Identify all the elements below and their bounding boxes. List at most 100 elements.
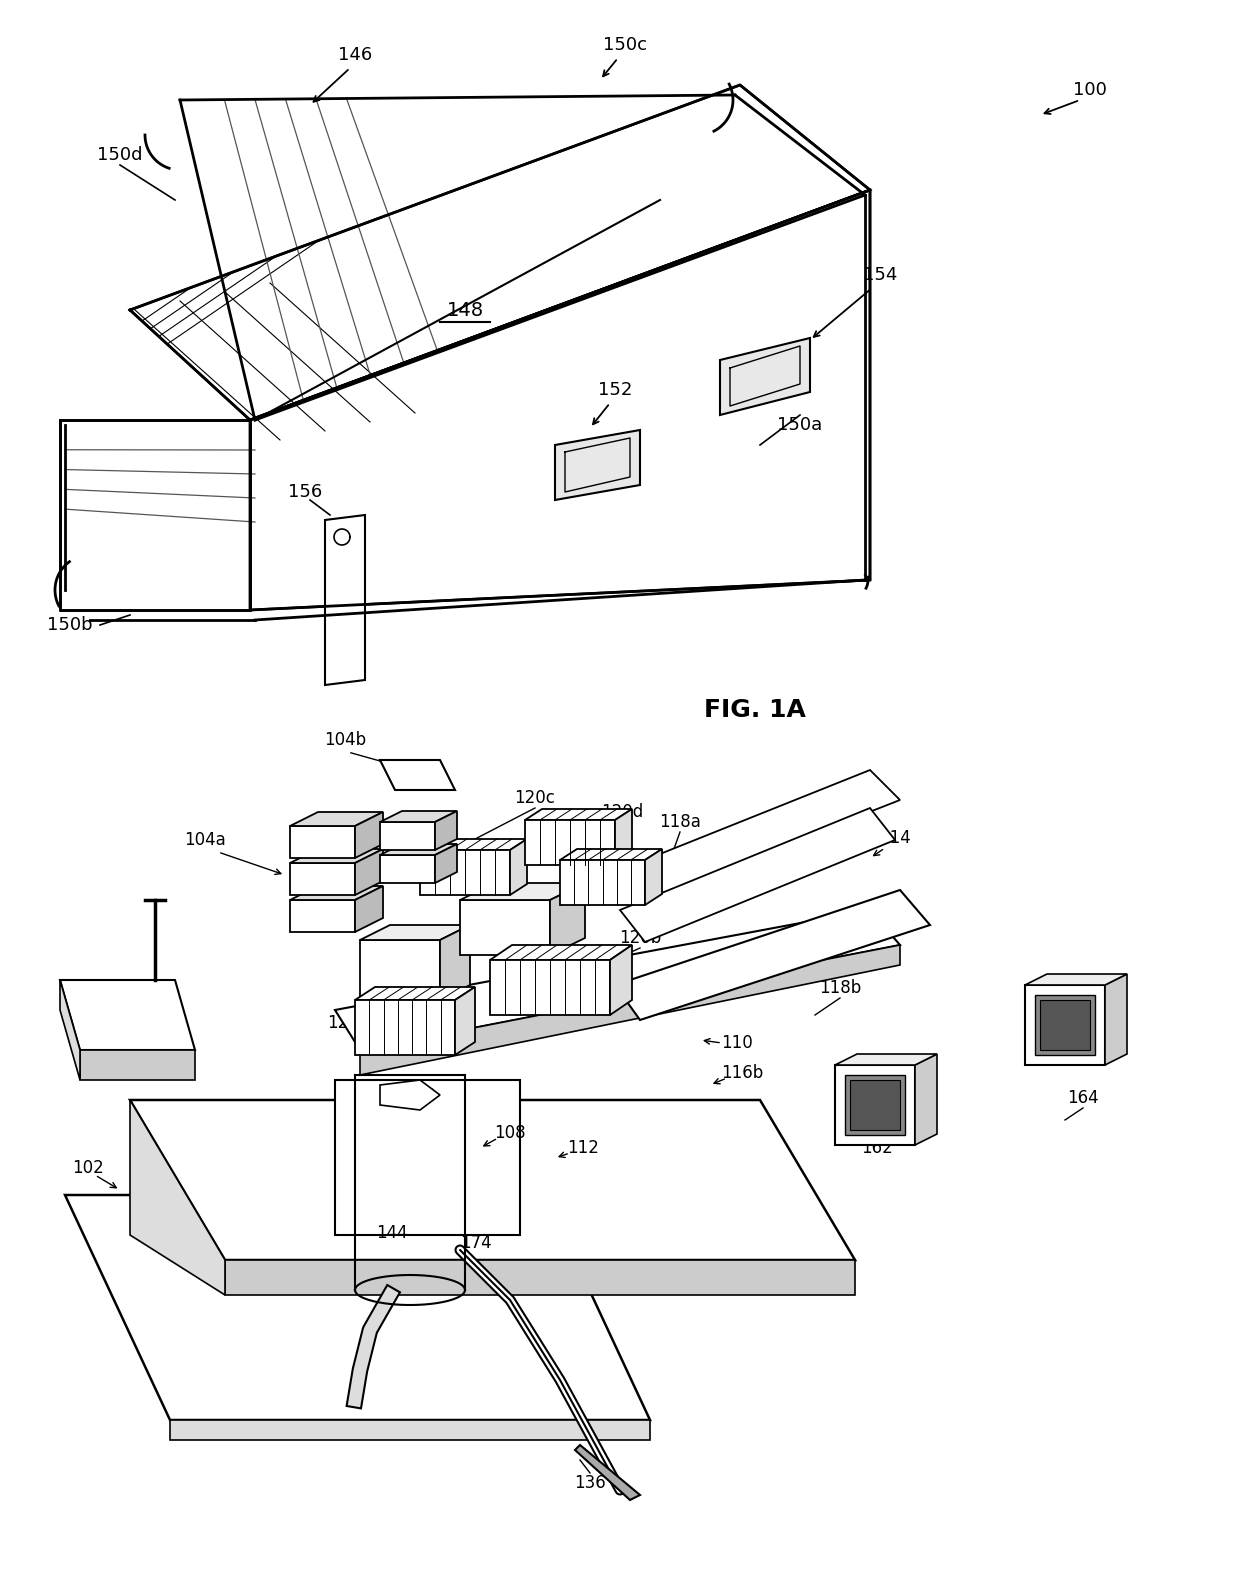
Text: 148: 148 <box>446 301 484 320</box>
Polygon shape <box>1040 1000 1090 1051</box>
Text: 112: 112 <box>567 1139 599 1158</box>
Polygon shape <box>335 910 900 1051</box>
Polygon shape <box>379 822 435 850</box>
Text: 144: 144 <box>376 1224 408 1243</box>
Polygon shape <box>610 945 632 1014</box>
Polygon shape <box>460 884 585 899</box>
Text: 156: 156 <box>288 484 322 501</box>
Text: 150d: 150d <box>97 146 143 164</box>
Polygon shape <box>490 961 610 1014</box>
Polygon shape <box>1025 984 1105 1065</box>
Polygon shape <box>170 1421 650 1440</box>
Text: 138: 138 <box>74 991 105 1010</box>
Text: 146: 146 <box>337 46 372 65</box>
Polygon shape <box>355 813 383 858</box>
Text: 120d: 120d <box>601 803 644 821</box>
Polygon shape <box>379 855 435 884</box>
Text: 150b: 150b <box>47 616 93 635</box>
Text: 174: 174 <box>460 1233 492 1252</box>
Polygon shape <box>435 811 458 850</box>
Polygon shape <box>130 1099 856 1260</box>
Polygon shape <box>60 980 81 1080</box>
Polygon shape <box>420 850 510 895</box>
Polygon shape <box>455 988 475 1055</box>
Polygon shape <box>1105 973 1127 1065</box>
Polygon shape <box>844 1076 905 1136</box>
Polygon shape <box>525 810 632 821</box>
Polygon shape <box>379 844 458 855</box>
Polygon shape <box>560 860 645 906</box>
Polygon shape <box>1035 995 1095 1055</box>
Polygon shape <box>290 825 355 858</box>
Polygon shape <box>379 1080 440 1110</box>
Polygon shape <box>435 844 458 884</box>
Text: 104a: 104a <box>184 832 226 849</box>
Polygon shape <box>290 863 355 895</box>
Polygon shape <box>556 430 640 499</box>
Polygon shape <box>440 925 470 1000</box>
Polygon shape <box>250 191 870 610</box>
Polygon shape <box>620 770 900 899</box>
Text: 106b: 106b <box>467 868 510 887</box>
Text: 120b: 120b <box>619 929 661 947</box>
Polygon shape <box>645 849 662 906</box>
Text: 162: 162 <box>861 1139 893 1158</box>
Polygon shape <box>525 821 615 865</box>
Text: 104b: 104b <box>324 731 366 750</box>
Polygon shape <box>290 899 355 932</box>
Polygon shape <box>379 761 455 791</box>
Text: 152: 152 <box>598 381 632 398</box>
Text: 150a: 150a <box>777 416 822 435</box>
Text: 106a: 106a <box>377 940 419 959</box>
Polygon shape <box>60 980 195 1051</box>
Polygon shape <box>130 1099 224 1295</box>
Polygon shape <box>615 810 632 865</box>
Text: 160: 160 <box>1069 980 1101 997</box>
Text: 154: 154 <box>863 266 898 284</box>
Polygon shape <box>620 808 895 942</box>
Polygon shape <box>290 813 383 825</box>
Polygon shape <box>224 1260 856 1295</box>
Polygon shape <box>379 811 458 822</box>
Polygon shape <box>360 940 440 1000</box>
Polygon shape <box>575 1444 640 1499</box>
Polygon shape <box>355 887 383 932</box>
Polygon shape <box>130 85 870 421</box>
Polygon shape <box>915 1054 937 1145</box>
Polygon shape <box>360 925 470 940</box>
Text: 158: 158 <box>884 1102 916 1121</box>
Polygon shape <box>420 839 527 850</box>
Text: 116a: 116a <box>394 1084 436 1102</box>
Text: 118b: 118b <box>818 980 861 997</box>
Text: 120c: 120c <box>515 789 556 806</box>
Polygon shape <box>835 1065 915 1145</box>
Polygon shape <box>720 339 810 414</box>
Text: 118a: 118a <box>660 813 701 832</box>
Text: 136: 136 <box>574 1474 606 1492</box>
Polygon shape <box>81 1051 195 1080</box>
Polygon shape <box>290 849 383 863</box>
Text: 164: 164 <box>1068 1088 1099 1107</box>
Polygon shape <box>360 945 900 1076</box>
Text: 100: 100 <box>1073 80 1107 99</box>
Polygon shape <box>510 839 527 895</box>
Polygon shape <box>325 515 365 685</box>
Text: 108: 108 <box>495 1125 526 1142</box>
Text: 116b: 116b <box>720 1065 763 1082</box>
Text: 150c: 150c <box>603 36 647 54</box>
Polygon shape <box>849 1080 900 1129</box>
Polygon shape <box>355 1000 455 1055</box>
Text: 114: 114 <box>879 828 911 847</box>
Polygon shape <box>490 945 632 961</box>
Polygon shape <box>290 887 383 899</box>
Text: 102: 102 <box>72 1159 104 1177</box>
Polygon shape <box>560 849 662 860</box>
Polygon shape <box>1025 973 1127 984</box>
Polygon shape <box>551 884 585 954</box>
Text: FIG. 1A: FIG. 1A <box>704 698 806 721</box>
Polygon shape <box>64 1195 650 1421</box>
Polygon shape <box>60 421 250 610</box>
Polygon shape <box>335 1080 520 1235</box>
Polygon shape <box>355 988 475 1000</box>
Polygon shape <box>460 899 551 954</box>
